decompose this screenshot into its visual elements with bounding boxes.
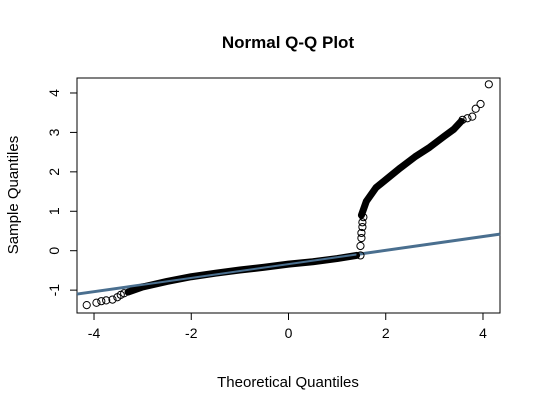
y-axis: -1 0 1 2 3 4 <box>46 89 77 296</box>
y-tick-label: 2 <box>46 168 62 176</box>
data-point <box>359 213 368 222</box>
x-tick-label: -4 <box>88 325 101 341</box>
y-tick-label: 0 <box>46 247 62 255</box>
x-tick-label: -2 <box>185 325 198 341</box>
data-point <box>358 222 367 232</box>
data-point <box>357 233 366 243</box>
dense-points-upper <box>357 117 465 219</box>
x-tick-label: 0 <box>285 325 293 341</box>
data-point <box>108 295 117 304</box>
data-point <box>82 301 91 310</box>
y-tick-label: -1 <box>46 284 62 297</box>
dense-point-band-layer <box>124 117 465 296</box>
y-tick-label: 3 <box>46 128 62 136</box>
data-point <box>356 251 365 260</box>
y-tick-label: 4 <box>46 89 62 97</box>
data-point <box>356 241 365 251</box>
x-axis: -4 -2 0 2 4 <box>88 313 487 341</box>
data-point <box>92 298 101 307</box>
data-point <box>484 80 493 89</box>
y-tick-label: 1 <box>46 207 62 215</box>
points-layer <box>82 80 493 310</box>
data-point <box>120 289 129 298</box>
qq-reference-line-overlay <box>127 253 357 288</box>
data-point <box>97 297 106 306</box>
data-point <box>468 112 477 121</box>
x-tick-label: 4 <box>479 325 487 341</box>
data-point <box>476 99 485 109</box>
chart-title: Normal Q-Q Plot <box>222 33 355 52</box>
data-point <box>463 114 472 123</box>
dense-points-lower <box>124 251 361 296</box>
plot-area-frame <box>76 77 501 314</box>
x-axis-label: Theoretical Quantiles <box>217 374 359 391</box>
y-axis-label: Sample Quantiles <box>5 136 22 254</box>
data-point <box>358 218 367 227</box>
x-tick-label: 2 <box>382 325 390 341</box>
data-point <box>471 104 480 113</box>
data-point <box>458 115 467 124</box>
data-point <box>357 228 366 238</box>
data-point <box>102 296 111 305</box>
